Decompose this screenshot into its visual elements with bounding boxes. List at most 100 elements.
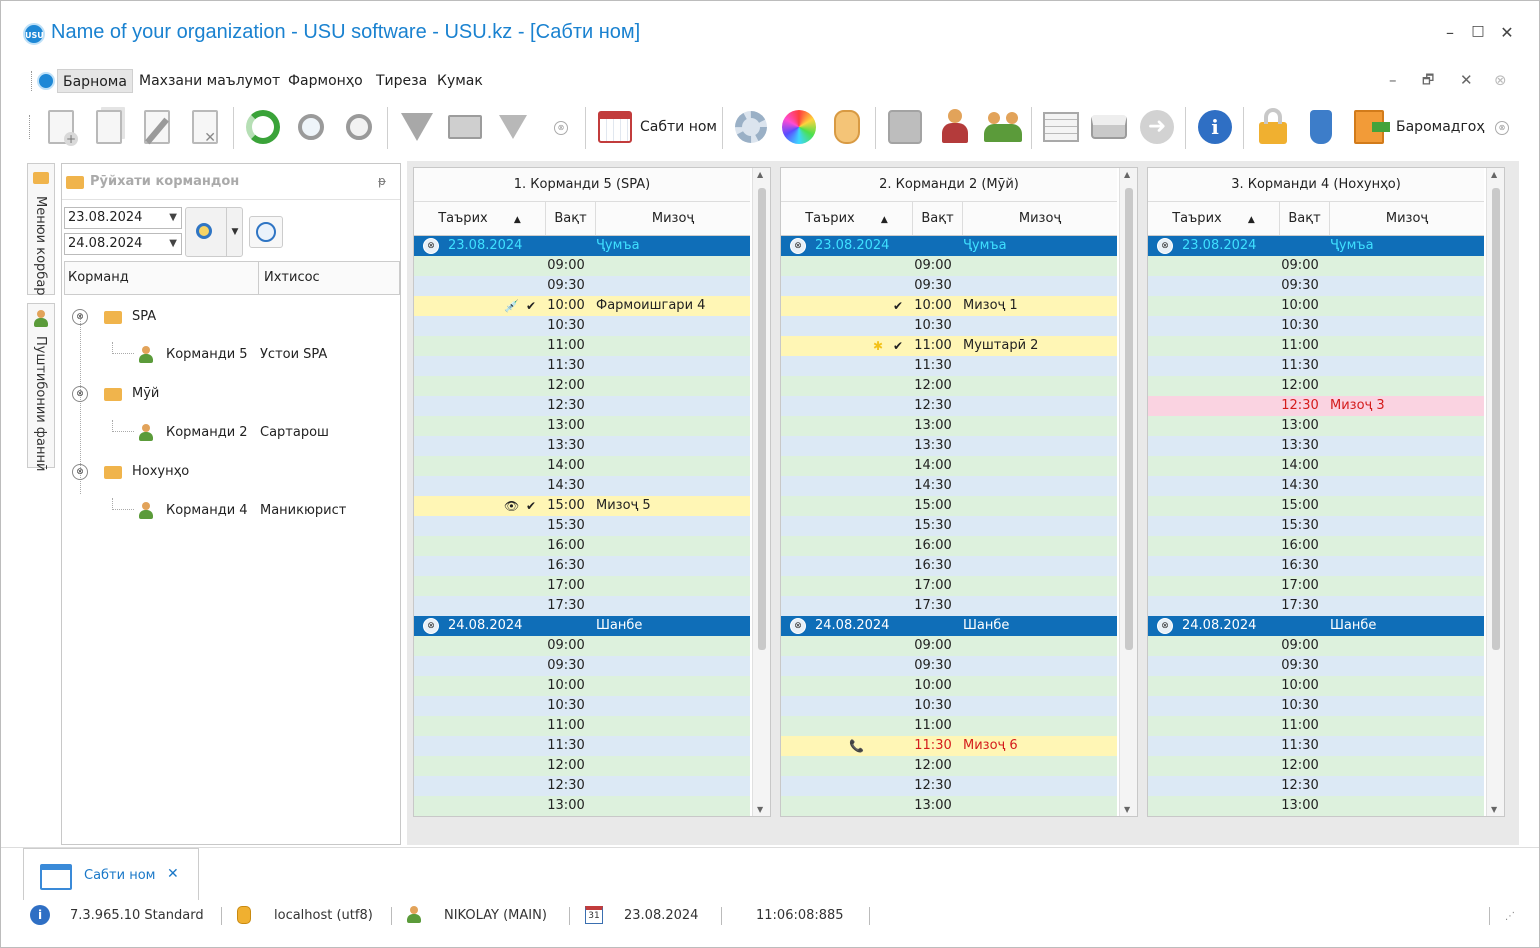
time-slot-row[interactable]: 16:00 [781,536,1117,556]
mdi-restore-button[interactable]: 🗗 [1422,73,1435,88]
filter-apply-button[interactable] [491,105,535,149]
chevron-down-icon[interactable]: ▼ [226,208,243,256]
users-button[interactable] [981,105,1025,149]
time-slot-row[interactable]: 11:30 [781,356,1117,376]
time-slot-row[interactable]: 15:00 [1148,496,1484,516]
scroll-down-icon[interactable]: ▼ [757,805,764,814]
schedule-label[interactable]: Сабти ном [640,119,717,135]
scroll-down-icon[interactable]: ▼ [1124,805,1131,814]
collapse-icon[interactable]: ⊗ [72,386,88,402]
mdi-close-button[interactable]: ✕ [1460,71,1473,89]
clock-button[interactable] [249,216,283,248]
collapse-icon[interactable]: ⊗ [1157,618,1173,634]
time-slot-row[interactable]: 14:30 [781,476,1117,496]
collapse-icon[interactable]: ⊗ [423,238,439,254]
time-slot-row[interactable]: 15:30 [781,516,1117,536]
col-time-header[interactable]: Вақт [1280,202,1330,235]
col-time-header[interactable]: Вақт [913,202,963,235]
filter-button[interactable] [395,105,439,149]
delete-button[interactable]: ✕ [183,105,227,149]
scroll-thumb[interactable] [758,188,766,650]
time-slot-row[interactable]: 12:30 [414,776,750,796]
time-slot-row[interactable]: 17:00 [414,576,750,596]
appointment-row[interactable]: ✱ ✔ Муштарӣ 2 11:00 [781,336,1117,356]
time-slot-row[interactable]: 11:00 [781,716,1117,736]
scroll-up-icon[interactable]: ▲ [757,170,764,179]
toolbar-options-icon[interactable]: ⊗ [1495,121,1509,135]
time-slot-row[interactable]: 16:30 [414,556,750,576]
time-slot-row[interactable]: 12:00 [1148,376,1484,396]
time-slot-row[interactable]: 11:00 [414,336,750,356]
scroll-up-icon[interactable]: ▲ [1124,170,1131,179]
time-slot-row[interactable]: 09:30 [781,656,1117,676]
search-split-button[interactable]: ▼ [185,207,243,257]
time-slot-row[interactable]: 09:30 [781,276,1117,296]
time-slot-row[interactable]: 13:30 [1148,436,1484,456]
time-slot-row[interactable]: 13:00 [781,796,1117,816]
time-slot-row[interactable]: 11:30 [1148,736,1484,756]
time-slot-row[interactable]: 14:30 [414,476,750,496]
tree-employee-row[interactable]: Корманди 5 Устои SPA [62,342,398,368]
plugin-button[interactable] [1299,105,1343,149]
time-slot-row[interactable]: 13:00 [414,416,750,436]
menu-help[interactable]: Кумак [437,73,483,89]
minimize-button[interactable]: – [1446,23,1454,42]
col-employee-header[interactable]: Корманд [65,262,259,294]
day-header-row[interactable]: ⊗ 24.08.2024 Шанбе [1148,616,1484,636]
mdi-options-icon[interactable]: ⊗ [1494,71,1507,89]
vertical-scrollbar[interactable]: ▲ ▼ [752,168,770,816]
time-slot-row[interactable]: 16:30 [781,556,1117,576]
col-date-header[interactable]: Таърих ▲ [781,202,913,235]
forward-button[interactable]: ➜ [1135,105,1179,149]
collapse-icon[interactable]: ⊗ [72,464,88,480]
time-slot-row[interactable]: 13:00 [781,416,1117,436]
time-slot-row[interactable]: 12:00 [414,756,750,776]
time-slot-row[interactable]: 11:00 [414,716,750,736]
time-slot-row[interactable]: 14:30 [1148,476,1484,496]
time-slot-row[interactable]: 10:30 [781,696,1117,716]
time-slot-row[interactable]: 10:30 [781,316,1117,336]
time-slot-row[interactable]: 13:30 [781,436,1117,456]
col-client-header[interactable]: Мизоҷ [1018,211,1062,226]
info-button[interactable]: i [1193,105,1237,149]
time-slot-row[interactable]: 14:00 [414,456,750,476]
time-slot-row[interactable]: 12:00 [781,756,1117,776]
time-slot-row[interactable]: 09:00 [781,256,1117,276]
collapse-icon[interactable]: ⊗ [423,618,439,634]
time-slot-row[interactable]: 10:30 [1148,696,1484,716]
tab-schedule[interactable]: Сабти ном ✕ [23,848,199,900]
day-header-row[interactable]: ⊗ 23.08.2024 Ҷумъа [414,236,750,256]
time-slot-row[interactable]: 16:30 [1148,556,1484,576]
time-slot-row[interactable]: 11:00 [1148,336,1484,356]
pin-icon[interactable]: ᵽ [377,174,386,188]
appointment-row[interactable]: 📞 Мизоҷ 6 11:30 [781,736,1117,756]
exit-label[interactable]: Баромадгоҳ [1396,119,1485,135]
time-slot-row[interactable]: 10:30 [414,696,750,716]
maximize-button[interactable]: □ [1471,23,1485,39]
toolbar-options-icon[interactable]: ⊗ [554,121,568,135]
dropdown-arrow-icon[interactable]: ▼ [169,212,177,223]
appointment-row[interactable]: Мизоҷ 3 12:30 [1148,396,1484,416]
edit-button[interactable] [135,105,179,149]
search-button[interactable] [289,105,333,149]
time-slot-row[interactable]: 09:00 [1148,256,1484,276]
settings-button[interactable] [729,105,773,149]
time-slot-row[interactable]: 17:30 [414,596,750,616]
time-slot-row[interactable]: 09:00 [781,636,1117,656]
resize-grip-icon[interactable]: ⋰ [1505,911,1515,922]
mdi-minimize-button[interactable]: – [1389,71,1397,89]
advanced-search-button[interactable] [337,105,381,149]
tree-group-spa[interactable]: ⊗ SPA [62,304,398,330]
time-slot-row[interactable]: 13:00 [1148,416,1484,436]
copy-button[interactable] [87,105,131,149]
tree-employee-row[interactable]: Корманди 4 Маникюрист [62,498,398,524]
menu-commands[interactable]: Фармонҳо [288,73,363,89]
time-slot-row[interactable]: 15:30 [1148,516,1484,536]
hand-button[interactable] [825,105,869,149]
user-button[interactable] [933,105,977,149]
collapse-icon[interactable]: ⊗ [790,238,806,254]
col-client-header[interactable]: Мизоҷ [1385,211,1429,226]
col-client-header[interactable]: Мизоҷ [651,211,695,226]
col-date-header[interactable]: Таърих ▲ [414,202,546,235]
time-slot-row[interactable]: 12:30 [1148,776,1484,796]
